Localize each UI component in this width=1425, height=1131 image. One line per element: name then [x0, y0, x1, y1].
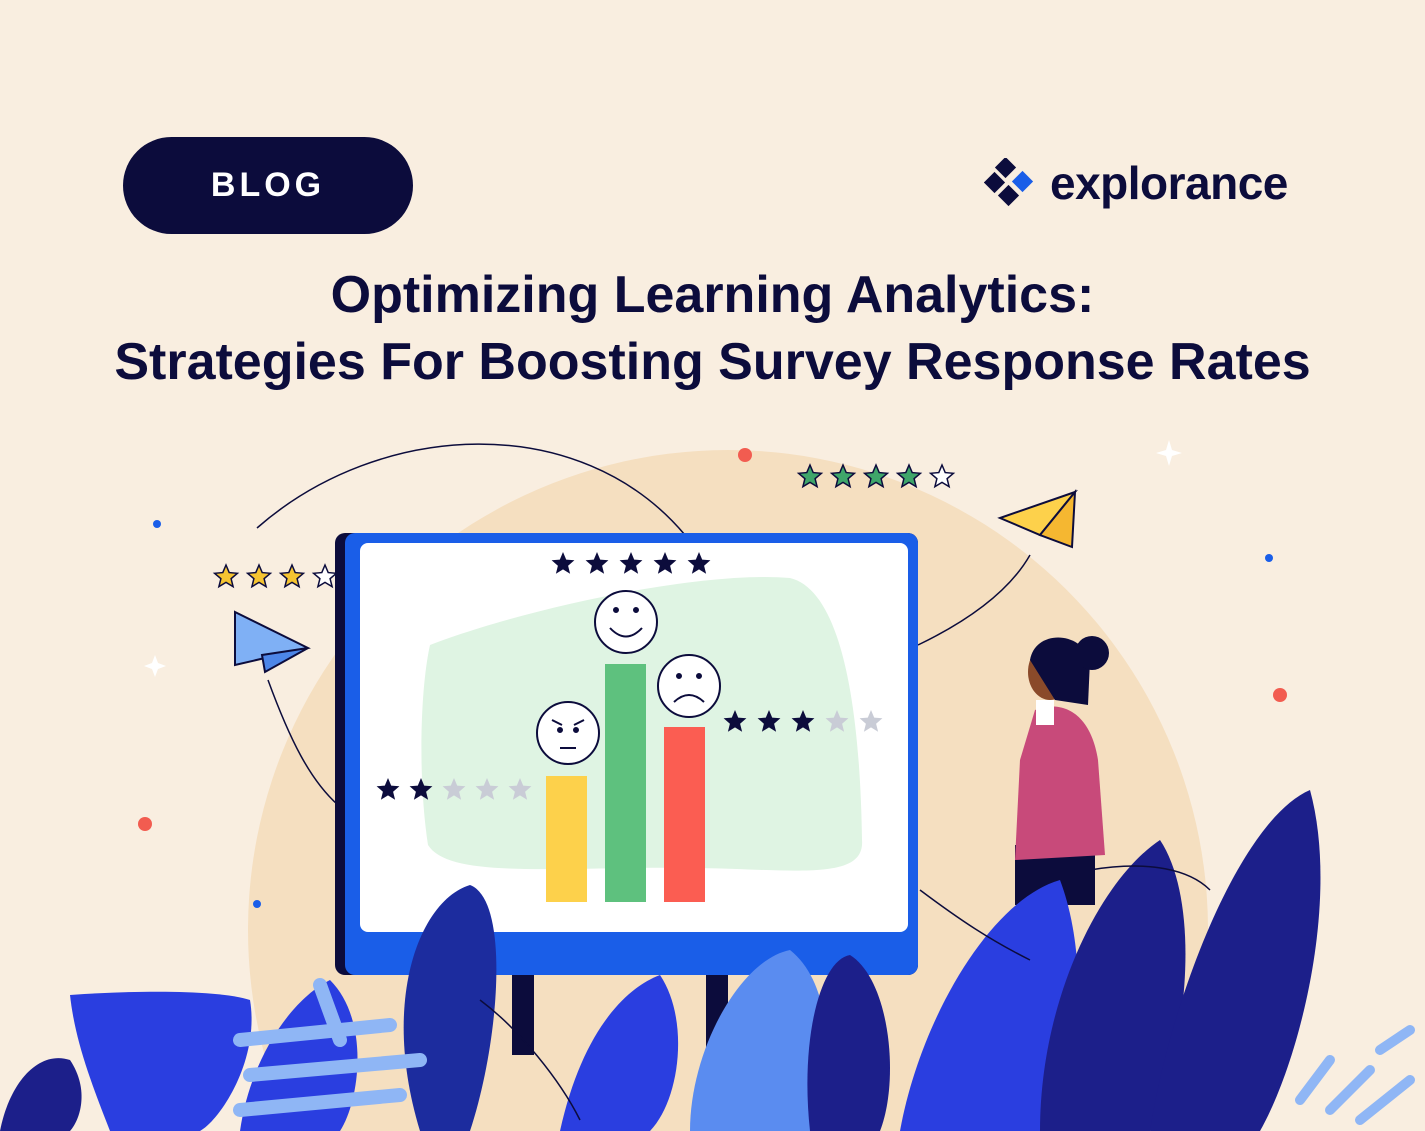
dot [1273, 688, 1287, 702]
star-filled-icon [653, 552, 677, 574]
star-filled-icon [376, 778, 400, 800]
star-filled-icon [585, 552, 609, 574]
sparkle-icon [144, 655, 166, 677]
person-figure [1015, 636, 1109, 905]
bar-red [664, 727, 705, 902]
paper-plane-icon [997, 488, 1078, 549]
star-filled-icon [862, 463, 890, 489]
paper-plane-icon [234, 610, 311, 674]
star-empty-icon [508, 778, 532, 800]
star-filled-icon [551, 552, 575, 574]
star-filled-icon [245, 563, 273, 589]
star-empty-icon [859, 710, 883, 732]
brand-name: explorance [1050, 157, 1288, 209]
star-empty-icon [928, 463, 956, 489]
star-filled-icon [723, 710, 747, 732]
star-rating-monitor-right [723, 710, 883, 732]
star-filled-icon [278, 563, 306, 589]
star-filled-icon [791, 710, 815, 732]
explorance-diamond-logo-icon [984, 158, 1034, 207]
sad-face-icon [657, 654, 721, 718]
bar-yellow [546, 776, 587, 902]
star-filled-icon [757, 710, 781, 732]
star-filled-icon [796, 463, 824, 489]
star-ratings [212, 463, 956, 800]
star-filled-icon [409, 778, 433, 800]
star-filled-icon [895, 463, 923, 489]
star-empty-icon [311, 563, 339, 589]
dot [153, 520, 161, 528]
star-empty-icon [475, 778, 499, 800]
star-empty-icon [442, 778, 466, 800]
page-title: Optimizing Learning Analytics: Strategie… [0, 262, 1425, 396]
star-rating-top-right [796, 463, 956, 489]
dot [738, 448, 752, 462]
star-filled-icon [687, 552, 711, 574]
star-empty-icon [825, 710, 849, 732]
dot [1265, 554, 1273, 562]
flight-path [917, 554, 1031, 646]
star-rating-monitor-top [551, 552, 711, 574]
sparkle-icon [1156, 440, 1182, 466]
brand-logo: explorance [984, 156, 1288, 210]
star-filled-icon [829, 463, 857, 489]
title-line-1: Optimizing Learning Analytics: [330, 266, 1095, 324]
flight-path [256, 443, 686, 536]
dot [138, 817, 152, 831]
star-rating-monitor-left [376, 778, 532, 800]
title-line-2: Strategies For Boosting Survey Response … [114, 333, 1311, 391]
monitor-leg [512, 975, 534, 1055]
dot [253, 900, 261, 908]
star-filled-icon [619, 552, 643, 574]
bar-green [605, 664, 646, 902]
star-rating-top-left [212, 563, 339, 589]
happy-face-icon [594, 590, 658, 654]
star-filled-icon [212, 563, 240, 589]
blog-badge: BLOG [123, 137, 413, 234]
angry-face-icon [536, 701, 600, 765]
foliage [0, 790, 1415, 1131]
flight-path [267, 679, 339, 806]
